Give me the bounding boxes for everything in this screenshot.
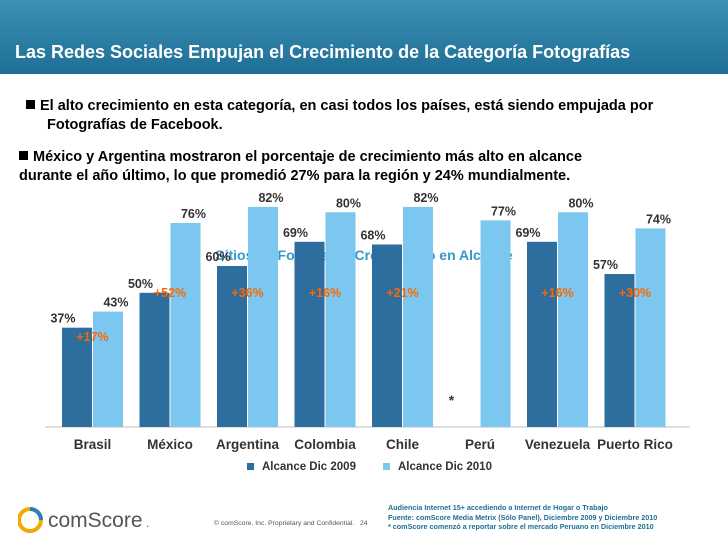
footer-copyright: © comScore, Inc. Proprietary and Confide… xyxy=(214,520,355,527)
bar-2010-perú xyxy=(480,220,511,427)
bullet-point-1: El alto crecimiento en esta categoría, e… xyxy=(26,96,653,116)
legend-label: Alcance Dic 2010 xyxy=(398,461,492,473)
data-label: 80% xyxy=(568,196,593,210)
data-label: 37% xyxy=(50,312,75,326)
bullet-text: Fotografías de Facebook. xyxy=(47,117,223,133)
bullet-text: durante el año último, lo que promedió 2… xyxy=(19,168,571,184)
x-tick-label: Brasil xyxy=(74,437,112,452)
growth-label: +52% xyxy=(154,286,186,300)
data-label: 69% xyxy=(515,226,540,240)
footer-note-line: * comScore comenzó a reportar sobre el m… xyxy=(388,522,654,532)
bar-2010-chile xyxy=(403,206,433,427)
x-tick-label: Colombia xyxy=(294,437,356,452)
chart-title: Sitios de Fotografía: Crecimiento en Alc… xyxy=(215,247,513,263)
bullet-square-icon xyxy=(26,100,35,109)
x-tick-label: Argentina xyxy=(216,437,279,452)
growth-label: +17% xyxy=(76,330,108,344)
slide-header: Las Redes Sociales Empujan el Crecimient… xyxy=(0,0,728,74)
bar-2009-chile xyxy=(372,244,402,427)
legend-swatch xyxy=(383,463,390,470)
footer-page-number: 24 xyxy=(360,520,368,527)
comscore-logo-text: comScore xyxy=(48,509,143,532)
bar-2009-méxico xyxy=(139,292,170,427)
bullet-point-2-continuation: durante el año último, lo que promedió 2… xyxy=(19,166,570,186)
footer-notes: Audiencia Internet 15+ accediendo a Inte… xyxy=(388,503,657,532)
bullet-text: El alto crecimiento en esta categoría, e… xyxy=(40,98,654,114)
data-label: 43% xyxy=(103,296,128,310)
data-label: 82% xyxy=(258,191,283,205)
data-label: 74% xyxy=(646,212,671,226)
data-label: 69% xyxy=(283,226,308,240)
comscore-logo-arc-icon xyxy=(29,507,43,521)
comscore-logo: comScore . xyxy=(18,507,149,533)
legend-label: Alcance Dic 2009 xyxy=(262,461,356,473)
bullet-square-icon xyxy=(19,151,28,160)
footer-note-line: Audiencia Internet 15+ accediendo a Inte… xyxy=(388,503,608,512)
bar-2010-puerto-rico xyxy=(635,228,666,427)
footer-note-line: Fuente: comScore Media Metrix (Sólo Pane… xyxy=(388,512,658,522)
growth-label: +36% xyxy=(231,286,263,300)
legend-swatch xyxy=(247,463,254,470)
missing-data-marker: * xyxy=(449,392,455,408)
bar-2010-argentina xyxy=(248,206,278,427)
x-tick-label: Perú xyxy=(465,437,495,452)
bar-2009-brasil xyxy=(62,327,92,427)
bar-2009-argentina xyxy=(217,265,247,427)
x-tick-label: Puerto Rico xyxy=(597,437,673,452)
comscore-logo-dot: . xyxy=(146,516,149,530)
bar-2010-venezuela xyxy=(558,212,588,427)
bullet-point-2: México y Argentina mostraron el porcenta… xyxy=(19,147,582,167)
x-tick-label: México xyxy=(147,437,193,452)
bullet-text: México y Argentina mostraron el porcenta… xyxy=(33,149,583,165)
bullet-point-1-continuation: Fotografías de Facebook. xyxy=(47,115,223,135)
x-tick-label: Chile xyxy=(386,437,419,452)
bar-2009-venezuela xyxy=(527,241,557,427)
growth-label: +30% xyxy=(619,286,651,300)
growth-label: +16% xyxy=(309,286,341,300)
data-label: 82% xyxy=(413,191,438,205)
slide-title: Las Redes Sociales Empujan el Crecimient… xyxy=(15,42,631,62)
data-label: 77% xyxy=(491,204,516,218)
bar-2010-colombia xyxy=(325,212,356,427)
growth-label: +16% xyxy=(541,286,573,300)
data-label: 57% xyxy=(593,258,618,272)
bar-2009-puerto-rico xyxy=(604,274,635,427)
bar-2010-méxico xyxy=(170,223,201,427)
bar-2010-brasil xyxy=(93,311,123,427)
growth-label: +21% xyxy=(386,286,418,300)
data-label: 50% xyxy=(128,277,153,291)
data-label: 76% xyxy=(181,207,206,221)
bar-2009-colombia xyxy=(294,241,325,427)
data-label: 80% xyxy=(336,196,361,210)
data-label: 68% xyxy=(360,228,385,242)
data-label: 60% xyxy=(205,250,230,264)
x-tick-label: Venezuela xyxy=(525,437,591,452)
